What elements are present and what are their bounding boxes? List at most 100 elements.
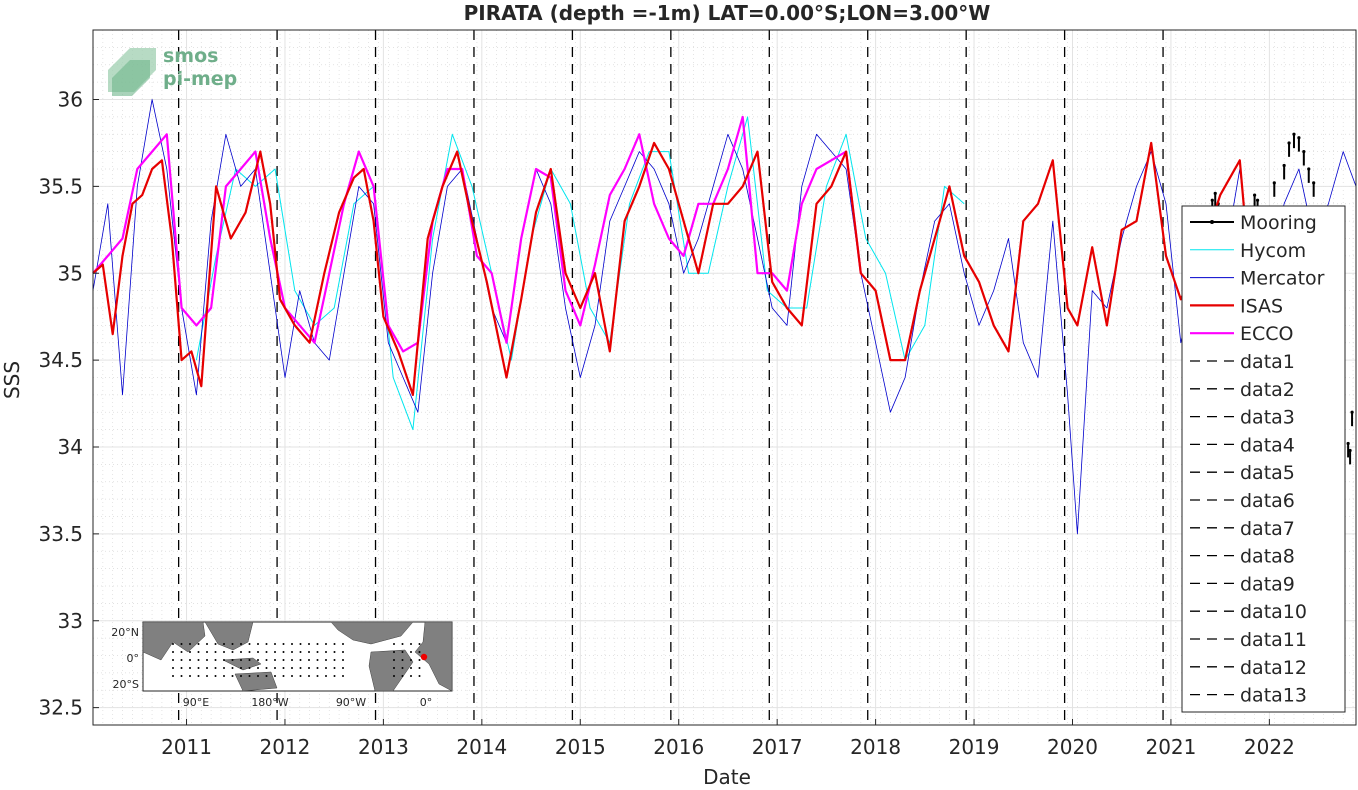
buoy-dot xyxy=(333,659,336,661)
legend-item-isas: ISAS xyxy=(1190,295,1283,317)
y-tick-label: 34 xyxy=(58,435,83,459)
buoy-dot xyxy=(265,667,268,669)
buoy-dot xyxy=(333,643,336,645)
buoy-dot xyxy=(214,651,217,653)
buoy-dot xyxy=(223,675,225,677)
buoy-dot xyxy=(393,675,395,677)
mooring-point xyxy=(1312,181,1316,185)
ticks: 32.5 33 33.5 34 34.5 35 35.5 36 2011 2012 2013 2014… xyxy=(38,88,1294,760)
buoy-dot xyxy=(410,675,412,677)
mooring-point xyxy=(1255,198,1260,202)
y-tick-label: 34.5 xyxy=(38,348,83,372)
buoy-dot xyxy=(410,643,412,645)
buoy-dot xyxy=(282,659,285,661)
legend-item-data9: data9 xyxy=(1190,573,1295,595)
y-axis-label: SSS xyxy=(0,361,24,399)
buoy-dot xyxy=(231,667,234,669)
inset-lat-label: 0° xyxy=(127,652,140,665)
inset-lat-label: 20°N xyxy=(111,626,139,639)
x-tick-label: 2012 xyxy=(260,735,311,759)
legend-item-mooring: Mooring xyxy=(1190,212,1317,234)
y-tick-label: 33.5 xyxy=(38,522,83,546)
y-tick-label: 36 xyxy=(58,88,83,112)
legend-item-data4: data4 xyxy=(1190,434,1295,456)
dashed-data-lines xyxy=(177,30,1164,725)
mooring-point xyxy=(1287,141,1291,145)
inset-land xyxy=(142,621,453,692)
buoy-dot xyxy=(231,651,234,653)
buoy-dot xyxy=(299,651,302,653)
land-africa-asia xyxy=(142,621,206,661)
buoy-dot xyxy=(274,667,276,669)
buoy-dot xyxy=(257,675,259,677)
buoy-dot xyxy=(333,651,336,653)
buoy-dot xyxy=(325,659,327,661)
series-hycom xyxy=(195,116,965,431)
legend: Mooring Hycom Mercator ISAS ECCO data1 data2 da… xyxy=(1181,205,1346,713)
line-hycom xyxy=(195,116,965,431)
mooring-point xyxy=(1346,441,1350,446)
legend-label: data11 xyxy=(1240,629,1307,651)
buoy-dot xyxy=(325,643,327,645)
buoy-dot xyxy=(248,667,251,669)
legend-label: data2 xyxy=(1240,379,1295,401)
buoy-dot xyxy=(180,659,183,661)
buoy-dot xyxy=(291,651,293,653)
buoy-dot xyxy=(223,667,225,669)
buoy-dot xyxy=(308,659,310,661)
buoy-dot xyxy=(299,675,302,677)
chart-title: PIRATA (depth =-1m) LAT=0.00°S;LON=3.00°… xyxy=(464,1,991,25)
buoy-dot xyxy=(197,651,200,653)
buoy-dot xyxy=(265,659,268,661)
buoy-dot xyxy=(180,643,183,645)
buoy-dot xyxy=(189,667,191,669)
legend-item-data7: data7 xyxy=(1190,518,1295,540)
major-grid xyxy=(93,30,1356,725)
x-axis-label: Date xyxy=(703,765,751,789)
buoy-dot xyxy=(316,651,319,653)
buoy-dot xyxy=(240,643,242,645)
buoy-dot xyxy=(291,659,293,661)
buoy-dot xyxy=(265,643,268,645)
series-ecco xyxy=(92,115,862,353)
land-north-america xyxy=(330,621,414,645)
buoy-dot xyxy=(197,675,200,677)
buoy-dot xyxy=(189,675,191,677)
buoy-dot xyxy=(333,675,336,677)
buoy-dot xyxy=(299,659,302,661)
x-tick-label: 2017 xyxy=(752,735,803,759)
buoy-dot xyxy=(274,659,276,661)
buoy-dot xyxy=(206,659,208,661)
y-tick-label: 35 xyxy=(58,261,83,285)
buoy-dot xyxy=(240,675,242,677)
legend-item-mercator: Mercator xyxy=(1190,268,1325,290)
legend-label: Hycom xyxy=(1240,240,1306,262)
buoy-dot xyxy=(418,643,421,645)
buoy-dot xyxy=(325,675,327,677)
x-tick-label: 2021 xyxy=(1145,735,1196,759)
buoy-dot xyxy=(206,667,208,669)
buoy-dot xyxy=(418,675,421,677)
inset-lat-label: 20°S xyxy=(113,678,139,691)
inset-map: 20°N 0° 20°S 90°E 180°W 90°W 0° xyxy=(111,621,453,709)
buoy-dot xyxy=(197,667,200,669)
line-isas xyxy=(92,141,1261,396)
legend-label: data10 xyxy=(1240,601,1307,623)
buoy-dot xyxy=(248,675,251,677)
legend-label: data8 xyxy=(1240,546,1295,568)
buoy-dot xyxy=(240,651,242,653)
x-tick-label: 2013 xyxy=(358,735,409,759)
legend-item-data13: data13 xyxy=(1190,685,1307,707)
buoy-dot xyxy=(206,643,208,645)
buoy-dot xyxy=(189,643,191,645)
buoy-dot xyxy=(282,643,285,645)
legend-label: data12 xyxy=(1240,657,1307,679)
buoy-dot xyxy=(223,643,225,645)
buoy-dot xyxy=(257,659,259,661)
buoy-dot xyxy=(248,651,251,653)
inset-lon-label: 90°E xyxy=(183,696,209,709)
buoy-dot xyxy=(418,659,421,661)
x-tick-label: 2011 xyxy=(161,735,212,759)
buoy-dot xyxy=(180,667,183,669)
mooring-point xyxy=(1210,198,1214,202)
